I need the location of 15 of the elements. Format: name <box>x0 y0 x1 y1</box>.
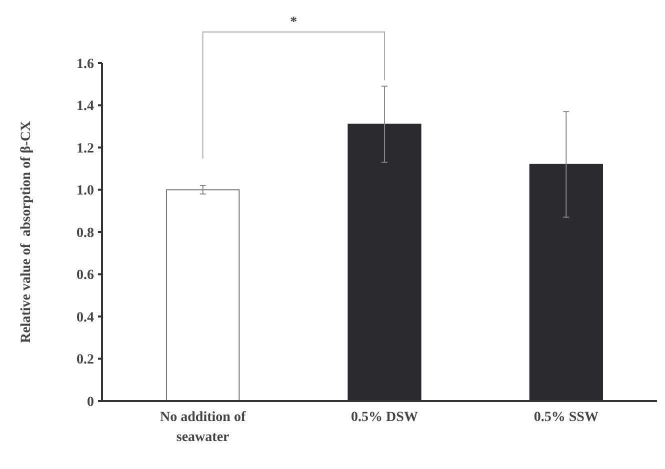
y-tick-label: 1.2 <box>76 141 94 156</box>
y-tick-label: 0.2 <box>76 352 94 368</box>
y-tick-label: 0.4 <box>76 310 94 326</box>
x-tick-label: No addition of seawater <box>160 410 246 445</box>
x-tick-label: 0.5% SSW <box>534 410 598 425</box>
bar <box>166 189 240 402</box>
y-axis-title: Relative value of absorption of β-CX <box>19 120 34 344</box>
y-tick-label: 0.8 <box>76 226 94 241</box>
text: * <box>290 15 298 30</box>
y-tick-label: 0.6 <box>76 268 94 284</box>
x-tick-label: 0.5% DSW <box>351 410 418 425</box>
y-tick-label: 1.0 <box>76 184 94 199</box>
y-tick-label: 0 <box>87 394 94 410</box>
y-tick-label: 1.4 <box>76 99 94 114</box>
y-tick-label: 1.6 <box>76 56 94 72</box>
